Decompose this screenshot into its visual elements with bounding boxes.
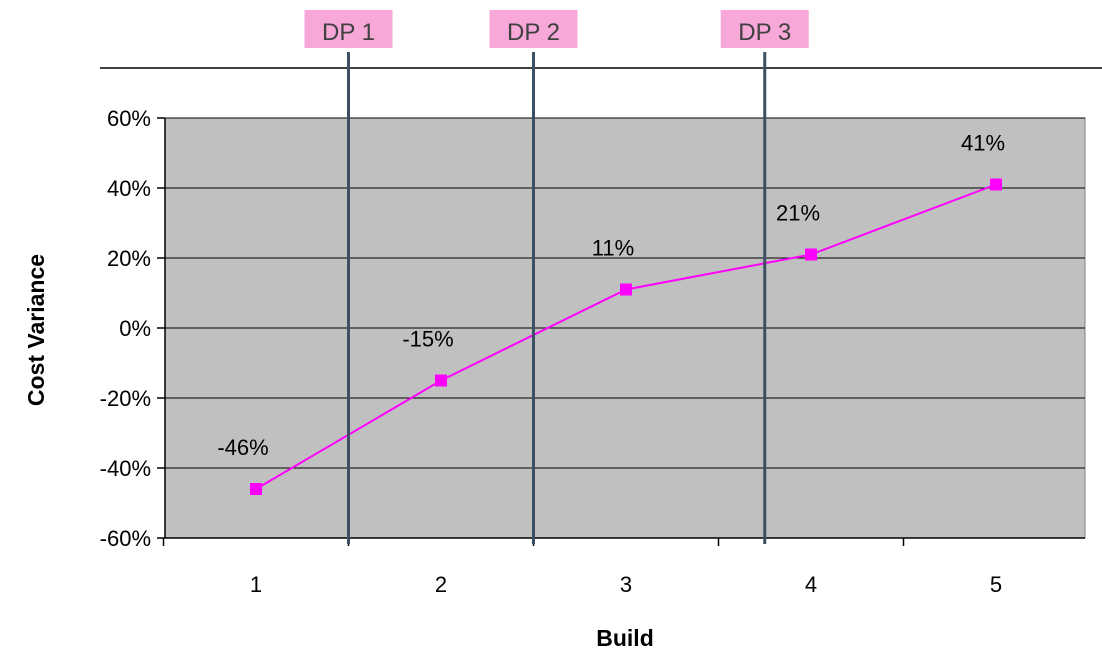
data-point-3 <box>620 283 632 296</box>
data-label-5: 41% <box>961 131 1005 156</box>
data-point-2 <box>435 374 447 387</box>
y-tick-label-0: 60% <box>107 106 151 131</box>
y-tick-label-5: -40% <box>100 456 151 481</box>
y-axis-ticks: 60% 40% 20% 0% -20% -40% -60% <box>100 106 165 551</box>
x-tick-label-3: 4 <box>805 572 817 597</box>
x-tick-label-1: 2 <box>435 572 447 597</box>
data-point-4 <box>805 248 817 261</box>
y-tick-label-6: -60% <box>100 526 151 551</box>
y-tick-label-1: 40% <box>107 176 151 201</box>
x-tick-label-2: 3 <box>620 572 632 597</box>
data-point-5 <box>990 178 1002 191</box>
series-cost-variance: -46% -15% 11% 21% 41% <box>217 131 1005 495</box>
data-label-4: 21% <box>776 201 820 226</box>
x-tick-label-0: 1 <box>250 572 262 597</box>
x-axis-ticks: 1 2 3 4 5 <box>162 538 1002 597</box>
data-label-1: -46% <box>217 435 268 460</box>
decision-label-1: DP 1 <box>322 19 375 46</box>
decision-label-3: DP 3 <box>738 19 791 46</box>
x-tick-label-4: 5 <box>990 572 1002 597</box>
decision-label-2: DP 2 <box>507 19 560 46</box>
data-label-3: 11% <box>592 236 634 261</box>
y-axis-title: Cost Variance <box>23 254 49 406</box>
x-axis-title: Build <box>596 625 654 651</box>
decision-label-bg-2 <box>489 10 578 48</box>
decision-points: DP 1 DP 2 DP 3 <box>304 10 809 544</box>
decision-label-bg-3 <box>720 10 809 48</box>
y-tick-label-4: -20% <box>100 386 151 411</box>
data-point-1 <box>250 483 262 495</box>
y-tick-label-2: 20% <box>107 246 151 271</box>
decision-label-bg-1 <box>304 10 393 48</box>
y-tick-label-3: 0% <box>119 316 151 341</box>
data-label-2: -15% <box>402 327 453 352</box>
